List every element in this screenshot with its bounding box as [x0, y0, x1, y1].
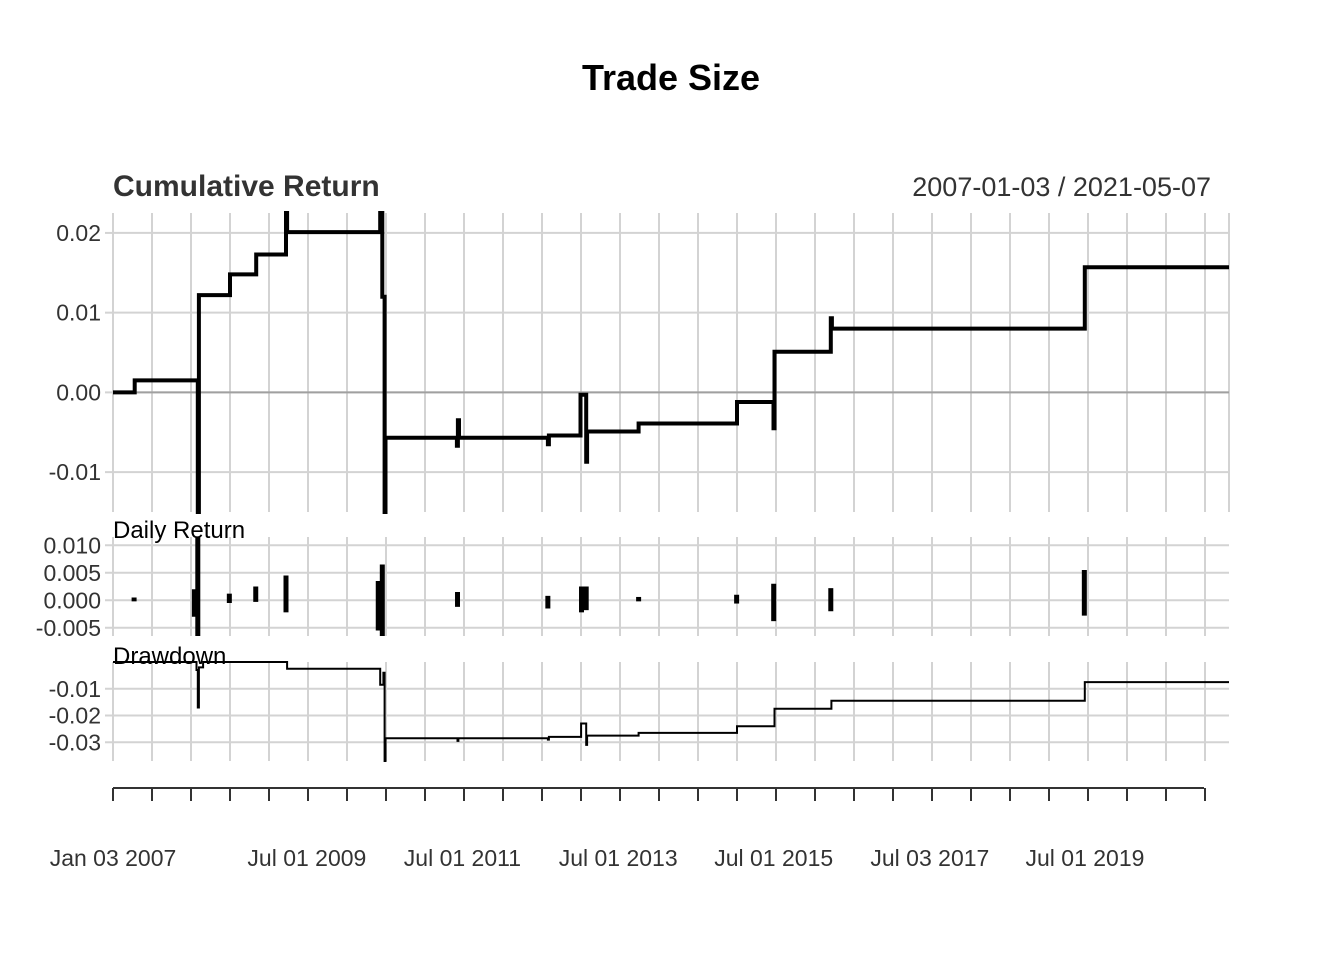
chart-title: Trade Size [582, 57, 760, 98]
x-tick-label: Jul 03 2017 [870, 845, 989, 871]
panels: 0.020.010.00-0.010.0100.0050.000-0.005-0… [36, 211, 1229, 762]
x-tick-label: Jul 01 2019 [1026, 845, 1145, 871]
drawdown-title: Drawdown [113, 643, 226, 670]
drawdown-series-line [113, 661, 1229, 762]
date-range-label: 2007-01-03 / 2021-05-07 [912, 172, 1211, 202]
y-tick-label: 0.02 [56, 220, 101, 246]
panel-drawdown: -0.01-0.02-0.03 [49, 661, 1229, 762]
y-tick-label: 0.010 [43, 532, 101, 558]
cumulative-return-title: Cumulative Return [113, 170, 380, 203]
y-tick-label: -0.005 [36, 615, 101, 641]
y-tick-label: 0.000 [43, 587, 101, 613]
grid [112, 213, 1230, 761]
y-tick-label: -0.01 [49, 676, 101, 702]
cumulative-series-line [113, 211, 1229, 514]
y-tick-label: 0.01 [56, 300, 101, 326]
x-tick-label: Jul 01 2011 [404, 845, 521, 871]
y-tick-label: 0.005 [43, 560, 101, 586]
y-tick-label: -0.03 [49, 729, 101, 755]
daily-return-title: Daily Return [113, 517, 245, 544]
x-tick-label: Jul 01 2015 [714, 845, 833, 871]
panel-cumulative: 0.02 0.01 0.00 -0.01 [49, 211, 1229, 514]
x-tick-label: Jan 03 2007 [50, 845, 177, 871]
x-tick-label: Jul 01 2009 [247, 845, 366, 871]
y-tick-label: 0.00 [56, 379, 101, 405]
x-axis: Jan 03 2007 Jul 01 2009 Jul 01 2011 Jul 01 … [50, 787, 1206, 871]
y-tick-label: -0.02 [49, 703, 101, 729]
x-tick-label: Jul 01 2013 [559, 845, 678, 871]
y-tick-label: -0.01 [49, 459, 101, 485]
